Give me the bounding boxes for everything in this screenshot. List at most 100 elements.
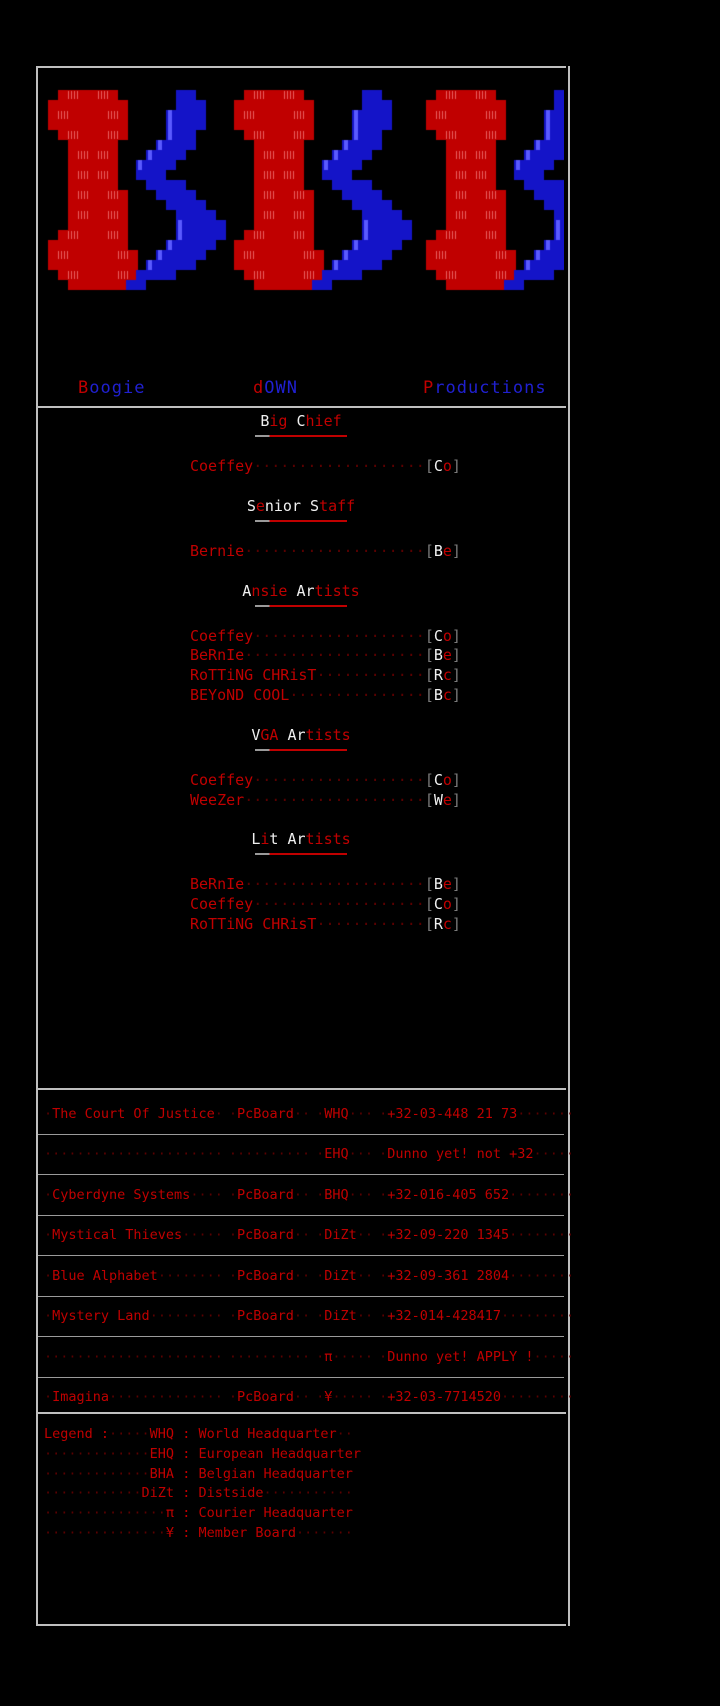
tag-close-bracket: ] [451, 646, 461, 665]
frame-staff-divider [36, 1088, 566, 1090]
tag-initial: B [433, 541, 443, 560]
tag-open-bracket: [ [424, 666, 434, 685]
dot-pad: · [228, 1186, 237, 1203]
row-divider [38, 1214, 564, 1216]
dot-pad: ·· [293, 1227, 311, 1244]
dot-pad: ····· [533, 1348, 575, 1365]
spacer [38, 437, 564, 457]
logo-word-boogie: Boogie [78, 378, 146, 398]
board-name-cell: · Imagina ·············· [38, 1378, 223, 1418]
dot-pad: ··· [348, 1105, 374, 1122]
cell-text: +32-03-448 21 73 [387, 1105, 518, 1122]
dot-pad: · [316, 1227, 325, 1244]
staff-entry: BeRnIe····················[Be] [38, 646, 564, 666]
legend-block: Legend :·····WHQ : World Headquarter·· ··… [38, 1425, 570, 1544]
tag-initial: C [433, 895, 443, 914]
tag-initial: C [433, 457, 443, 475]
dot-pad: ········ [509, 1267, 575, 1284]
frame-top-rule [36, 66, 566, 68]
dot-pad: ········ [157, 1267, 223, 1284]
legend-separator: : [174, 1426, 199, 1442]
spacer [38, 855, 564, 875]
section-underline [255, 604, 347, 607]
spacer [38, 477, 564, 497]
tag-close-bracket: ] [451, 626, 461, 645]
cell-text: PcBoard [236, 1267, 294, 1284]
table-row: · Mystery Land ········· · PcBoard ·· · DiZt ·· ·… [38, 1297, 574, 1337]
bbs-board-table: · The Court Of Justice · · PcBoard ·· · WHQ ··· ·… [38, 1094, 574, 1418]
section-underline [255, 748, 347, 751]
cell-text: Imagina [52, 1389, 110, 1406]
tag-close-bracket: ] [451, 666, 461, 685]
tag-suffix: o [442, 626, 452, 645]
boogie-down-productions-logo [38, 68, 564, 406]
spacer [38, 522, 564, 542]
staff-name: Bernie [190, 541, 245, 560]
frame-logo-divider [36, 406, 566, 408]
tag-initial: B [433, 875, 443, 894]
board-status-cell: · DiZt ·· [310, 1216, 373, 1256]
tag-initial: R [433, 914, 443, 933]
dot-pad: · [228, 1146, 237, 1163]
dot-pad: ········· [501, 1389, 575, 1406]
dot-pad: · [214, 1105, 223, 1122]
legend-separator: : [174, 1465, 199, 1482]
section-heading: Big Chief [260, 412, 342, 430]
board-software-cell: · ········· [223, 1337, 310, 1377]
board-phone-cell: · +32-014-428417 ········· [373, 1297, 574, 1337]
tag-close-bracket: ] [451, 914, 461, 933]
dot-pad: ··· [348, 1186, 374, 1203]
legend-value: Distside [198, 1485, 264, 1502]
board-name-cell: · Cyberdyne Systems ···· [38, 1175, 223, 1215]
dot-pad: · [228, 1348, 237, 1365]
legend-row: ···············π : Courier Headquarter [44, 1504, 570, 1524]
board-status-cell: · ¥ ····· [310, 1378, 373, 1418]
legend-key: WHQ [149, 1426, 175, 1442]
tag-suffix: e [442, 541, 452, 560]
legend-label: Legend : [44, 1426, 110, 1442]
dot-pad: · [379, 1308, 388, 1325]
legend-separator: : [174, 1485, 199, 1502]
dot-pad: · [44, 1227, 53, 1244]
section-underline [255, 519, 347, 522]
legend-value: Courier Headquarter [198, 1505, 353, 1522]
table-row: · Imagina ·············· · PcBoard ·· · ¥ ····· ·… [38, 1378, 574, 1418]
section-heading: Ansie Artists [242, 581, 360, 600]
dot-pad: ········· [501, 1308, 575, 1325]
staff-entry: RoTTiNG CHRisT············[Rc] [38, 915, 564, 935]
cell-text: +32-014-428417 [387, 1308, 502, 1325]
staff-name: BEYoND COOL [190, 685, 290, 704]
dot-pad: ······· [517, 1105, 575, 1122]
dot-pad: · [379, 1227, 388, 1244]
tag-open-bracket: [ [424, 626, 434, 645]
cell-text: ¥ [324, 1389, 333, 1406]
board-status-cell: · π ····· [310, 1337, 373, 1377]
dot-pad: · [379, 1186, 388, 1203]
dot-pad: · [316, 1389, 325, 1406]
dot-pad: · [316, 1186, 325, 1203]
staff-name: RoTTiNG CHRisT [190, 914, 317, 933]
board-software-cell: · PcBoard ·· [223, 1297, 310, 1337]
staff-name: Coeffey [190, 626, 254, 645]
dot-pad: · [316, 1105, 325, 1122]
tag-suffix: c [442, 666, 452, 685]
dot-pad: ····················· [52, 1348, 223, 1365]
dot-pad: · [228, 1227, 237, 1244]
board-phone-cell: · Dunno yet! APPLY ! ····· [373, 1337, 574, 1377]
cell-text: PcBoard [236, 1186, 294, 1203]
board-software-cell: · PcBoard ·· [223, 1094, 310, 1134]
dot-pad: ············· [44, 1465, 150, 1482]
dot-pad: · [379, 1389, 388, 1406]
tag-initial: C [433, 626, 443, 645]
row-divider [38, 1133, 564, 1135]
logo-pixel-art [38, 68, 564, 406]
dot-pad: ····· [533, 1146, 575, 1163]
cell-text: The Court Of Justice [52, 1105, 215, 1122]
board-name-cell: · ····················· [38, 1337, 223, 1377]
board-status-cell: · DiZt ·· [310, 1256, 373, 1296]
board-name-cell: · The Court Of Justice · [38, 1094, 223, 1134]
dot-leader: ··············· [289, 685, 425, 704]
table-row: · Cyberdyne Systems ···· · PcBoard ·· · BHQ ··· ·… [38, 1175, 574, 1215]
dot-pad: ·· [336, 1426, 353, 1442]
board-status-cell: · EHQ ··· [310, 1135, 373, 1175]
